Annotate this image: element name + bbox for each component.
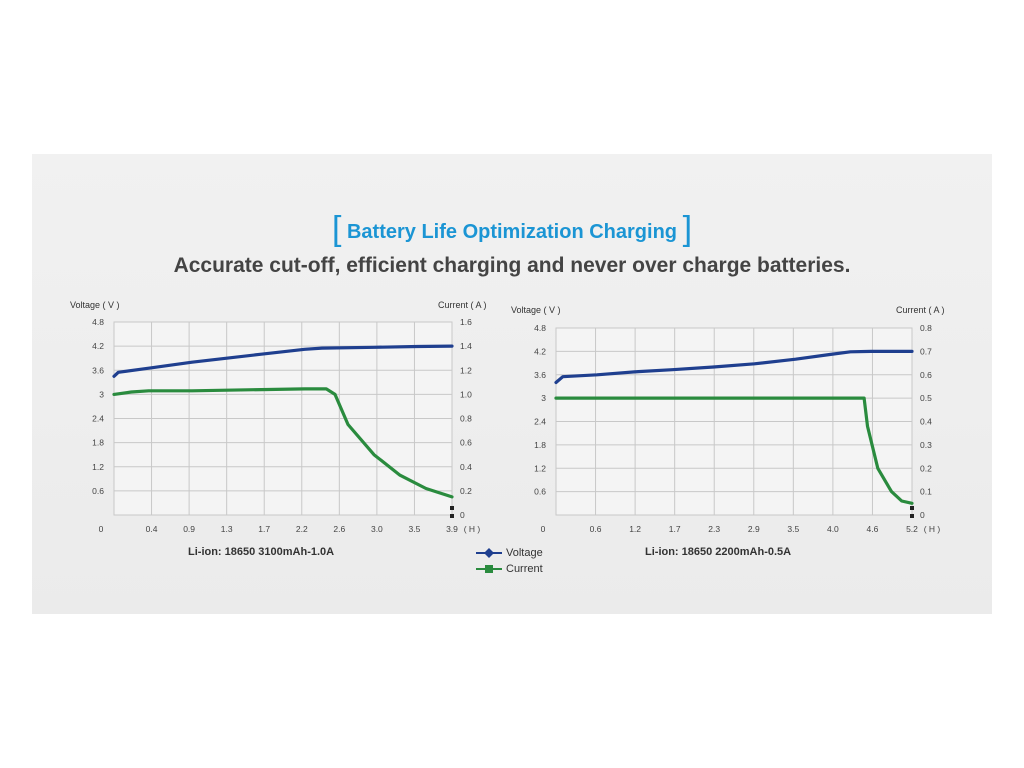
- legend-item-current: Current: [476, 561, 543, 577]
- y2-tick-label: 1.2: [460, 365, 472, 375]
- left-bracket-icon: [: [331, 210, 342, 248]
- y2-tick-label: 0.4: [920, 417, 932, 427]
- y2-tick-label: 0.2: [460, 486, 472, 496]
- x-tick-label: 1.2: [629, 524, 641, 534]
- y2-tick-label: 1.6: [460, 317, 472, 327]
- y2-tick-label: 0.6: [920, 370, 932, 380]
- y2-tick-label: 1.0: [460, 389, 472, 399]
- y-tick-label: 3.6: [92, 365, 104, 375]
- end-marker: [450, 514, 454, 518]
- y2-tick-label: 0.4: [460, 462, 472, 472]
- chart-caption-3100mah: Li-ion: 18650 3100mAh-1.0A: [188, 546, 335, 558]
- y2-tick-label: 0.3: [920, 440, 932, 450]
- y-tick-label: 1.2: [534, 463, 546, 473]
- x-tick-label: 4.0: [827, 524, 839, 534]
- x-tick-label: 0: [541, 524, 546, 534]
- end-marker: [910, 506, 914, 510]
- x-tick-label: 1.7: [669, 524, 681, 534]
- current-legend-icon: [476, 565, 502, 573]
- y-tick-label: 1.8: [92, 438, 104, 448]
- legend-label-current: Current: [506, 563, 543, 575]
- x-tick-label: 1.3: [221, 524, 233, 534]
- x-tick-label: 3.9: [446, 524, 458, 534]
- legend-label-voltage: Voltage: [506, 547, 543, 559]
- y-tick-label: 3: [99, 389, 104, 399]
- chart-caption-2200mah: Li-ion: 18650 2200mAh-0.5A: [645, 546, 792, 558]
- x-tick-label: 4.6: [867, 524, 879, 534]
- y-tick-label: 4.2: [534, 346, 546, 356]
- end-marker: [450, 506, 454, 510]
- y2-axis-title: Current ( A ): [438, 300, 487, 310]
- y-tick-label: 0.6: [92, 486, 104, 496]
- end-marker: [910, 514, 914, 518]
- y2-tick-label: 0.1: [920, 487, 932, 497]
- right-bracket-icon: ]: [682, 210, 693, 248]
- y-tick-label: 2.4: [534, 417, 546, 427]
- series-line-voltage: [112, 344, 454, 378]
- y-axis-title: Voltage ( V ): [70, 300, 120, 310]
- y2-tick-label: 1.4: [460, 341, 472, 351]
- x-tick-label: 0: [99, 524, 104, 534]
- x-tick-label: 2.3: [708, 524, 720, 534]
- x-tick-label: 1.7: [258, 524, 270, 534]
- x-tick-label: 0.4: [146, 524, 158, 534]
- y2-tick-label: 0: [920, 510, 925, 520]
- series-line-voltage: [554, 349, 914, 385]
- x-unit-label: ( H ): [924, 524, 941, 534]
- x-unit-label: ( H ): [464, 524, 481, 534]
- y2-tick-label: 0.2: [920, 463, 932, 473]
- x-tick-label: 5.2: [906, 524, 918, 534]
- y-tick-label: 0.6: [534, 487, 546, 497]
- y2-tick-label: 0.6: [460, 438, 472, 448]
- x-tick-label: 0.6: [590, 524, 602, 534]
- x-tick-label: 0.9: [183, 524, 195, 534]
- x-tick-label: 3.0: [371, 524, 383, 534]
- y2-tick-label: 0.7: [920, 346, 932, 356]
- y-tick-label: 4.8: [534, 323, 546, 333]
- title-block: [ Battery Life Optimization Charging ]: [0, 210, 1024, 249]
- page-subtitle: Accurate cut-off, efficient charging and…: [173, 254, 851, 277]
- page-title: Battery Life Optimization Charging: [346, 221, 678, 243]
- x-tick-label: 2.2: [296, 524, 308, 534]
- voltage-legend-icon: [476, 548, 502, 558]
- series-line-current: [112, 387, 454, 499]
- y-tick-label: 3.6: [534, 370, 546, 380]
- y-tick-label: 4.8: [92, 317, 104, 327]
- y-axis-title: Voltage ( V ): [511, 305, 561, 315]
- y-tick-label: 1.2: [92, 462, 104, 472]
- series-line-current: [554, 396, 914, 505]
- y2-tick-label: 0.8: [920, 323, 932, 333]
- x-tick-label: 2.9: [748, 524, 760, 534]
- y2-tick-label: 0: [460, 510, 465, 520]
- legend: Voltage Current: [476, 545, 543, 577]
- x-tick-label: 2.6: [333, 524, 345, 534]
- y-tick-label: 3: [541, 393, 546, 403]
- y-tick-label: 2.4: [92, 414, 104, 424]
- x-tick-label: 3.5: [409, 524, 421, 534]
- x-tick-label: 3.5: [787, 524, 799, 534]
- y2-axis-title: Current ( A ): [896, 305, 945, 315]
- y-tick-label: 4.2: [92, 341, 104, 351]
- title-frame: [ Battery Life Optimization Charging ]: [320, 210, 704, 249]
- y2-tick-label: 0.8: [460, 414, 472, 424]
- legend-item-voltage: Voltage: [476, 545, 543, 561]
- y2-tick-label: 0.5: [920, 393, 932, 403]
- y-tick-label: 1.8: [534, 440, 546, 450]
